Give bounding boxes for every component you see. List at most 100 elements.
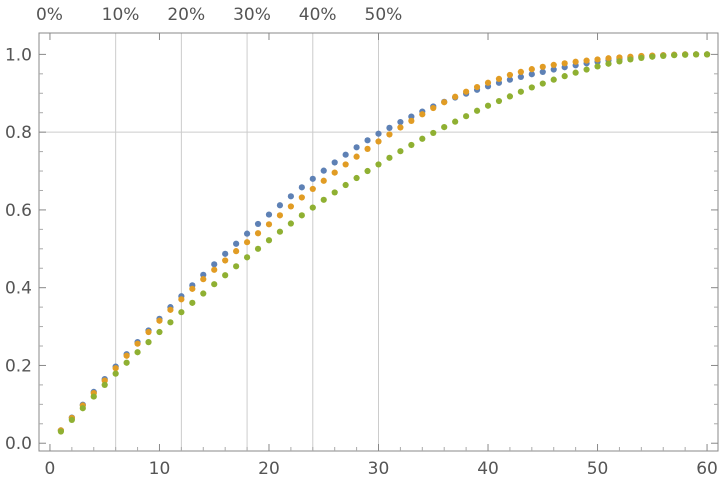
top-axis-labels: 0% 10% 20% 30% 40% 50% [36, 5, 402, 25]
x-tick-label: 40 [477, 459, 499, 479]
data-point [243, 254, 251, 261]
data-point [276, 202, 284, 209]
data-point [243, 239, 251, 246]
data-point [211, 281, 218, 288]
data-point [506, 76, 514, 83]
data-point [178, 296, 185, 303]
x-tick-label: 30 [368, 459, 390, 479]
data-point [145, 339, 152, 346]
data-point [430, 104, 437, 112]
y-tick-label: 0.2 [5, 356, 32, 376]
data-point [517, 73, 524, 81]
data-point [517, 68, 524, 75]
top-axis-label: 30% [233, 5, 271, 25]
data-point [473, 83, 481, 91]
data-point [386, 131, 393, 138]
data-point [298, 184, 305, 191]
data-point [506, 93, 514, 100]
data-point [375, 138, 382, 145]
data-point [287, 193, 294, 200]
y-tick-label: 0.8 [5, 123, 32, 143]
data-point [331, 169, 338, 176]
data-point [484, 102, 492, 109]
y-axis-labels: 0.0 0.2 0.4 0.6 0.8 1.0 [5, 45, 32, 454]
data-point [353, 153, 360, 160]
data-point [189, 285, 196, 292]
data-point [638, 54, 645, 61]
data-point [145, 328, 152, 336]
data-point [692, 51, 700, 58]
data-point [254, 245, 262, 252]
data-point [539, 68, 546, 75]
y-tick-label: 0.6 [5, 201, 32, 221]
data-point [189, 299, 196, 306]
data-point [671, 52, 678, 59]
data-point [342, 181, 349, 189]
data-point [419, 135, 426, 142]
x-tick-label: 20 [258, 459, 280, 479]
data-point [452, 93, 459, 100]
data-point [572, 58, 579, 65]
data-point [649, 53, 656, 60]
data-point [178, 309, 185, 316]
data-point [605, 55, 612, 62]
data-point [287, 203, 294, 210]
data-point [419, 111, 426, 118]
data-point [254, 230, 262, 237]
data-point [528, 71, 535, 78]
data-point [309, 185, 316, 193]
data-point [298, 194, 305, 201]
data-point [134, 349, 141, 356]
top-axis-label: 0% [36, 5, 63, 25]
data-point [506, 71, 514, 79]
data-point [583, 57, 590, 64]
gridlines [39, 33, 718, 451]
data-point [408, 141, 415, 149]
y-tick-label: 1.0 [5, 45, 32, 65]
data-point [233, 248, 240, 255]
data-point [441, 123, 448, 131]
data-point [254, 220, 262, 228]
data-point [200, 271, 207, 278]
x-axis-labels: 0 10 20 30 40 50 60 [45, 459, 718, 479]
data-point [156, 317, 163, 324]
data-point [594, 56, 601, 63]
x-tick-label: 50 [587, 459, 609, 479]
series-2 [57, 51, 711, 434]
data-point [605, 60, 612, 67]
data-point [452, 118, 459, 125]
data-point [233, 263, 240, 270]
data-point [484, 79, 492, 86]
data-point [287, 220, 294, 227]
data-point [408, 113, 415, 120]
data-point [572, 69, 579, 76]
data-point [364, 167, 371, 175]
data-point [353, 144, 360, 151]
data-point [342, 151, 349, 158]
data-point [90, 393, 97, 400]
data-point [68, 416, 75, 423]
data-point [167, 306, 174, 313]
data-point [331, 189, 338, 196]
x-tick-label: 60 [696, 459, 718, 479]
data-points [57, 51, 711, 435]
data-point [79, 405, 86, 412]
data-point [561, 60, 568, 67]
data-point [441, 99, 448, 106]
series-3 [57, 51, 711, 435]
data-point [561, 73, 568, 80]
data-point [386, 124, 393, 131]
data-point [495, 97, 503, 105]
data-point [167, 319, 174, 326]
data-point [397, 124, 404, 131]
data-point [528, 66, 535, 73]
series-1 [57, 51, 711, 434]
data-point [320, 177, 327, 184]
data-point [463, 88, 470, 95]
data-point [101, 377, 108, 384]
data-point [539, 80, 546, 87]
data-point [123, 359, 130, 366]
data-point [200, 290, 207, 297]
data-point [265, 237, 273, 244]
data-point [397, 118, 404, 126]
